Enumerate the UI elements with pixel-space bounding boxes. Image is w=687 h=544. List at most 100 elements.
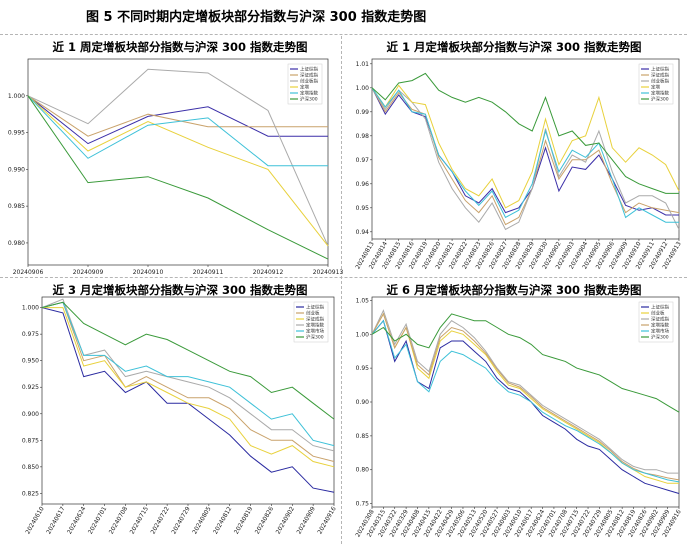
legend-label: 定增 xyxy=(300,84,309,91)
y-tick-label: 0.825 xyxy=(22,490,39,497)
x-tick-label: 20240812 xyxy=(212,505,233,535)
legend-label: 创业板指 xyxy=(651,78,669,85)
legend-label: 定增 xyxy=(651,84,660,91)
series-line xyxy=(42,307,335,468)
x-tick-label: 20240910 xyxy=(133,269,164,276)
y-tick-label: 0.97 xyxy=(356,157,370,164)
x-tick-label: 20240708 xyxy=(108,505,129,535)
plot-frame xyxy=(41,296,335,505)
legend-label: 深证成指 xyxy=(651,72,669,79)
legend-label: 沪深300 xyxy=(651,96,669,103)
series-line xyxy=(371,72,679,194)
x-tick-label: 20240715 xyxy=(129,505,150,535)
legend-label: 创业板 xyxy=(651,310,665,317)
y-tick-label: 0.850 xyxy=(22,464,39,471)
plot-frame xyxy=(371,296,680,508)
legend-label: 定增指数 xyxy=(651,322,669,329)
series-line xyxy=(41,307,335,493)
x-tick-label: 20240912 xyxy=(253,269,284,276)
y-tick-label: 0.975 xyxy=(22,331,39,338)
y-tick-label: 1.000 xyxy=(8,93,25,100)
x-tick-label: 20240909 xyxy=(73,269,104,276)
panel-3-title: 近 3 月定增板块部分指数与沪深 300 指数走势图 xyxy=(52,283,308,297)
y-tick-label: 1.05 xyxy=(356,297,370,304)
top-divider xyxy=(0,34,687,35)
figure-title: 图 5 不同时期内定增板块部分指数与沪深 300 指数走势图 xyxy=(86,10,427,25)
legend-label: 创业板 xyxy=(306,310,320,317)
y-tick-label: 0.950 xyxy=(22,358,39,365)
y-tick-label: 0.995 xyxy=(8,130,25,137)
x-tick-label: 20240911 xyxy=(193,269,224,276)
y-tick-label: 1.01 xyxy=(356,61,370,68)
series-line xyxy=(371,84,680,209)
series-line xyxy=(41,301,335,447)
series-line xyxy=(27,95,328,167)
series-line xyxy=(41,301,335,462)
series-line xyxy=(371,87,679,223)
y-tick-label: 0.90 xyxy=(356,399,370,406)
series-line xyxy=(371,87,680,231)
y-tick-label: 0.990 xyxy=(8,166,25,173)
legend-label: 深证成指 xyxy=(306,316,324,323)
legend-label: 上证综指 xyxy=(651,304,669,311)
x-tick-label: 20240913 xyxy=(313,269,344,276)
y-tick-label: 0.98 xyxy=(356,133,370,140)
x-tick-label: 20240826 xyxy=(254,505,275,535)
legend-box xyxy=(638,301,674,343)
y-tick-label: 0.95 xyxy=(356,365,370,372)
series-line xyxy=(371,319,680,483)
x-tick-label: 20240701 xyxy=(87,505,108,535)
y-tick-label: 0.94 xyxy=(356,229,370,236)
series-line xyxy=(41,301,335,420)
legend-label: 沪深300 xyxy=(300,96,318,103)
series-line xyxy=(371,319,680,494)
y-tick-label: 1.00 xyxy=(356,85,370,92)
legend-box xyxy=(638,63,674,105)
y-tick-label: 0.980 xyxy=(8,240,25,247)
center-divider xyxy=(341,36,342,544)
x-tick-label: 20240805 xyxy=(191,505,212,535)
series-line xyxy=(27,68,329,247)
y-tick-label: 0.85 xyxy=(356,433,370,440)
legend-box xyxy=(293,301,329,343)
y-tick-label: 0.985 xyxy=(8,203,25,210)
y-tick-label: 0.99 xyxy=(356,109,370,116)
series-line xyxy=(27,95,329,247)
y-tick-label: 0.925 xyxy=(22,384,39,391)
panel-4-title: 近 6 月定增板块部分指数与沪深 300 指数走势图 xyxy=(386,283,642,297)
legend-label: 创业板指 xyxy=(300,78,318,85)
legend-label: 深证成指 xyxy=(300,72,318,79)
series-line xyxy=(27,95,328,137)
x-tick-label: 20240722 xyxy=(150,505,171,535)
x-tick-label: 20240610 xyxy=(24,505,45,535)
plot-frame xyxy=(27,58,329,266)
middle-divider xyxy=(0,277,687,278)
x-tick-label: 20240617 xyxy=(45,505,66,535)
panel-2-title: 近 1 月定增板块部分指数与沪深 300 指数走势图 xyxy=(386,40,642,54)
y-tick-label: 0.875 xyxy=(22,437,39,444)
x-tick-label: 20240916 xyxy=(316,505,337,535)
y-tick-label: 1.00 xyxy=(356,331,370,338)
y-tick-label: 1.000 xyxy=(22,305,39,312)
series-line xyxy=(41,298,335,452)
x-tick-label: 20240729 xyxy=(170,505,191,535)
legend-label: 沪深300 xyxy=(306,334,324,341)
legend-label: 定增指数 xyxy=(651,90,669,97)
legend-label: 定增市场 xyxy=(651,328,669,335)
series-line xyxy=(27,95,328,145)
series-line xyxy=(371,313,680,413)
series-line xyxy=(371,312,680,481)
legend-label: 定增指数 xyxy=(300,90,318,97)
plot-frame xyxy=(371,58,680,240)
panel-1-title: 近 1 周定增板块部分指数与沪深 300 指数走势图 xyxy=(52,40,308,54)
x-tick-label: 20240906 xyxy=(13,269,44,276)
x-tick-label: 20240624 xyxy=(66,505,87,535)
y-tick-label: 0.80 xyxy=(356,467,370,474)
series-line xyxy=(371,309,679,474)
legend-label: 定增市场 xyxy=(306,328,324,335)
series-line xyxy=(27,95,329,260)
x-tick-label: 20240819 xyxy=(233,505,254,535)
y-tick-label: 0.96 xyxy=(356,181,370,188)
legend-label: 定增指数 xyxy=(306,322,324,329)
